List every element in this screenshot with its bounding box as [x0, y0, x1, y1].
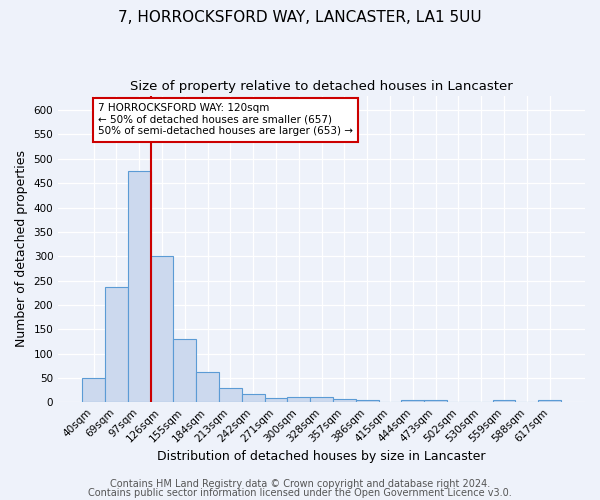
Text: 7, HORROCKSFORD WAY, LANCASTER, LA1 5UU: 7, HORROCKSFORD WAY, LANCASTER, LA1 5UU	[118, 10, 482, 25]
Bar	[128, 171, 151, 402]
Bar	[173, 339, 196, 402]
Bar	[493, 400, 515, 402]
Text: Contains HM Land Registry data © Crown copyright and database right 2024.: Contains HM Land Registry data © Crown c…	[110, 479, 490, 489]
Bar	[242, 394, 265, 402]
Bar	[151, 256, 173, 402]
Bar	[333, 399, 356, 402]
Bar	[356, 400, 379, 402]
Y-axis label: Number of detached properties: Number of detached properties	[15, 150, 28, 348]
Bar	[265, 398, 287, 402]
Bar	[287, 397, 310, 402]
Bar	[538, 400, 561, 402]
Title: Size of property relative to detached houses in Lancaster: Size of property relative to detached ho…	[130, 80, 513, 93]
Bar	[196, 372, 219, 402]
Bar	[424, 400, 447, 402]
Bar	[401, 400, 424, 402]
Bar	[105, 287, 128, 402]
Text: Contains public sector information licensed under the Open Government Licence v3: Contains public sector information licen…	[88, 488, 512, 498]
X-axis label: Distribution of detached houses by size in Lancaster: Distribution of detached houses by size …	[157, 450, 486, 462]
Text: 7 HORROCKSFORD WAY: 120sqm
← 50% of detached houses are smaller (657)
50% of sem: 7 HORROCKSFORD WAY: 120sqm ← 50% of deta…	[98, 103, 353, 136]
Bar	[219, 388, 242, 402]
Bar	[82, 378, 105, 402]
Bar	[310, 397, 333, 402]
